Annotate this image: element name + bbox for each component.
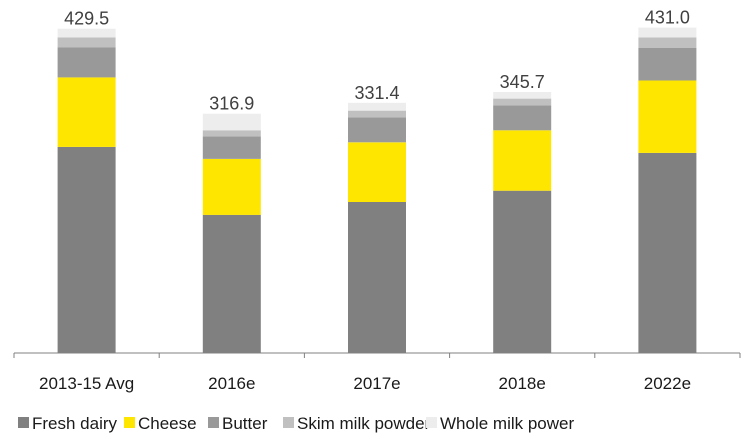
bar-segment-whole-milk-power-4	[493, 92, 552, 99]
total-label-1: 429.5	[64, 9, 109, 29]
bar-segment-butter-1	[57, 47, 116, 78]
bar-segment-fresh-dairy-5	[638, 152, 697, 353]
bar-segment-whole-milk-power-2	[202, 113, 261, 131]
total-label-4: 345.7	[500, 72, 545, 92]
total-label-3: 331.4	[354, 83, 399, 103]
bar-segment-butter-5	[638, 48, 697, 81]
total-label-5: 431.0	[645, 8, 690, 28]
bar-segment-whole-milk-power-5	[638, 27, 697, 38]
legend-swatch-1	[18, 417, 29, 428]
x-tick-label-1: 2013-15 Avg	[39, 374, 134, 393]
bar-segment-fresh-dairy-3	[348, 202, 406, 353]
bar-segment-fresh-dairy-2	[202, 214, 261, 353]
bar-segment-skim-milk-powder-3	[348, 110, 406, 118]
bar-segment-cheese-4	[493, 130, 552, 191]
bar-segment-fresh-dairy-4	[493, 190, 552, 353]
legend-swatch-5	[426, 417, 437, 428]
legend: Fresh dairy Cheese Butter Skim milk powder W…	[18, 414, 574, 433]
bar-segment-skim-milk-powder-1	[57, 37, 116, 48]
bar-segment-butter-2	[202, 136, 261, 159]
bar-segment-skim-milk-powder-4	[493, 98, 552, 106]
bar-segment-whole-milk-power-1	[57, 28, 116, 38]
total-labels-group: 429.5 316.9 331.4 345.7 431.0	[64, 8, 690, 114]
legend-label-3: Butter	[222, 414, 268, 433]
bar-segment-butter-4	[493, 105, 552, 131]
legend-label-4: Skim milk powder	[297, 414, 431, 433]
legend-label-2: Cheese	[138, 414, 197, 433]
legend-swatch-2	[124, 417, 135, 428]
x-tick-label-4: 2018e	[499, 374, 546, 393]
bar-segment-cheese-1	[57, 77, 116, 147]
bar-segment-skim-milk-powder-2	[202, 130, 261, 137]
legend-swatch-4	[283, 417, 294, 428]
bar-segment-cheese-5	[638, 80, 697, 153]
bar-segment-skim-milk-powder-5	[638, 37, 697, 48]
legend-swatch-3	[208, 417, 219, 428]
bar-segment-whole-milk-power-3	[348, 102, 406, 111]
x-tick-label-5: 2022e	[644, 374, 691, 393]
x-tick-label-2: 2016e	[208, 374, 255, 393]
bar-segment-cheese-3	[348, 142, 406, 202]
x-axis: 2013-15 Avg 2016e 2017e 2018e 2022e	[13, 352, 741, 393]
legend-label-1: Fresh dairy	[32, 414, 118, 433]
bars-group	[57, 27, 697, 353]
legend-label-5: Whole milk power	[440, 414, 574, 433]
total-label-2: 316.9	[209, 94, 254, 114]
bar-segment-fresh-dairy-1	[57, 146, 116, 353]
bar-segment-butter-3	[348, 117, 406, 143]
x-tick-label-3: 2017e	[353, 374, 400, 393]
bar-segment-cheese-2	[202, 159, 261, 215]
